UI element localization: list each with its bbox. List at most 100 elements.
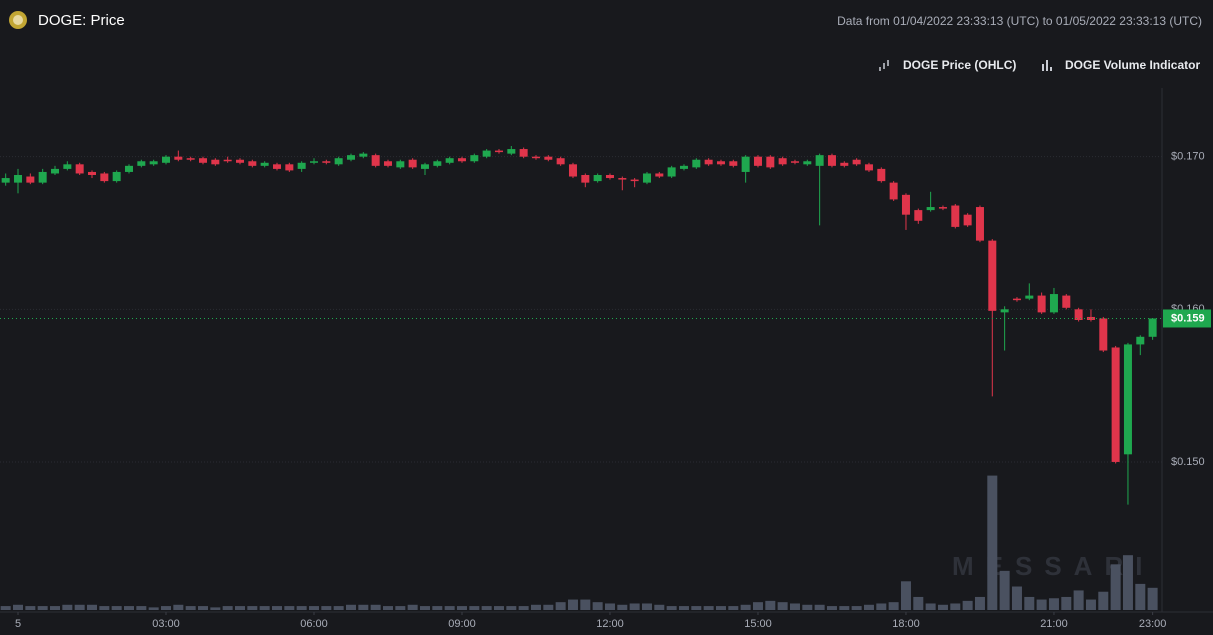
coin-icon-inner	[13, 15, 23, 25]
y-tick-label: $0.150	[1171, 456, 1205, 468]
candle-body	[470, 155, 479, 162]
candle-body	[803, 161, 812, 165]
candle-body	[162, 156, 170, 163]
last-price-box	[1163, 309, 1211, 328]
volume-bar	[382, 606, 393, 610]
volume-bar	[308, 606, 319, 610]
volume-bar	[395, 606, 406, 610]
candle-body	[371, 155, 380, 166]
candle-body	[1086, 316, 1095, 320]
volume-bar	[99, 606, 110, 610]
volume-bar	[604, 603, 615, 610]
candle-body	[235, 159, 244, 163]
volume-bar	[432, 606, 443, 610]
volume-bar	[210, 607, 221, 610]
last-price-label: $0.159	[1171, 312, 1205, 324]
volume-bar	[1024, 596, 1035, 610]
volume-bar	[678, 606, 689, 610]
candle-body	[901, 194, 910, 215]
candle-body	[174, 156, 183, 160]
volume-bar	[74, 604, 85, 610]
volume-bar	[1110, 564, 1121, 610]
volume-bar	[87, 604, 98, 610]
x-tick-label: 23:00	[1139, 618, 1167, 630]
volume-bar	[1061, 596, 1072, 610]
candle-body	[692, 159, 701, 168]
candle-body	[346, 155, 355, 160]
volume-bar	[1135, 583, 1146, 610]
candle-body	[26, 176, 35, 183]
candle-body	[642, 173, 651, 183]
volume-bar	[555, 602, 566, 610]
volume-bar	[863, 604, 874, 610]
volume-bar	[506, 606, 517, 610]
volume-bar	[789, 603, 800, 610]
volume-bar	[284, 606, 295, 610]
volume-bar	[888, 602, 899, 610]
volume-bar	[950, 603, 961, 610]
volume-bar	[826, 606, 837, 610]
candle-body	[149, 161, 158, 165]
candle-body	[1099, 318, 1108, 351]
volume-bar	[728, 606, 739, 610]
candle-body	[1074, 309, 1083, 320]
volume-bar	[62, 604, 73, 610]
candle-body	[272, 164, 281, 169]
candle-body	[1049, 294, 1058, 313]
candle-body	[1123, 344, 1132, 455]
volume-bar	[974, 596, 985, 610]
volume-bar	[1147, 587, 1158, 610]
volume-bar	[25, 606, 36, 610]
volume-bar	[493, 606, 504, 610]
volume-bar	[407, 604, 418, 610]
candle-body	[1012, 298, 1021, 301]
volume-bar	[456, 606, 467, 610]
volume-bar	[358, 604, 369, 610]
volume-bar	[13, 604, 24, 610]
volume-bar	[37, 606, 48, 610]
x-tick-label: 09:00	[448, 618, 476, 630]
candle-body	[716, 161, 725, 165]
x-tick-label: 12:00	[596, 618, 624, 630]
volume-bar	[900, 581, 911, 610]
volume-bar	[814, 604, 825, 610]
candle-body	[457, 158, 466, 162]
candle-body	[827, 155, 836, 166]
x-tick-label: 5	[15, 618, 21, 630]
candle-body	[507, 149, 516, 154]
candle-body	[359, 153, 368, 157]
candle-body	[951, 205, 960, 227]
candle-body	[815, 155, 824, 166]
candle-body	[975, 207, 984, 241]
candle-body	[260, 162, 269, 166]
volume-bar	[851, 606, 862, 610]
x-tick-label: 18:00	[892, 618, 920, 630]
candle-body	[125, 165, 134, 172]
candle-body	[445, 158, 454, 163]
candle-body	[618, 178, 627, 180]
volume-bar	[234, 606, 245, 610]
candle-body	[14, 175, 23, 183]
volume-bar	[925, 603, 936, 610]
volume-bar	[1036, 599, 1047, 610]
volume-bar	[703, 606, 714, 610]
volume-bar	[937, 604, 948, 610]
volume-bar	[173, 604, 184, 610]
x-tick-label: 06:00	[300, 618, 328, 630]
candle-body	[630, 179, 639, 182]
volume-bar	[1011, 586, 1022, 610]
candle-body	[396, 161, 405, 168]
legend-volume-icon	[1042, 60, 1052, 71]
candle-body	[729, 161, 738, 166]
x-tick-label: 03:00	[152, 618, 180, 630]
volume-bar	[136, 606, 147, 610]
chart-subtitle: Data from 01/04/2022 23:33:13 (UTC) to 0…	[837, 14, 1202, 28]
candle-body	[285, 164, 294, 171]
candle-body	[753, 156, 762, 166]
candle-body	[1000, 309, 1009, 313]
volume-bar	[752, 602, 763, 610]
volume-bar	[296, 606, 307, 610]
volume-bar	[50, 606, 61, 610]
candle-body	[309, 161, 318, 163]
